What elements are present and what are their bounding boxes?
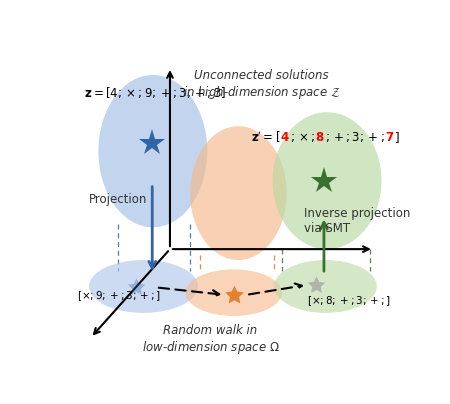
Ellipse shape (99, 75, 207, 227)
FancyArrowPatch shape (249, 284, 302, 295)
Text: $;\times;$: $;\times;$ (290, 130, 315, 144)
Text: $[\times;9;+;3;+;]$: $[\times;9;+;3;+;]$ (76, 289, 161, 303)
Text: Random walk in
low-dimension space $\Omega$: Random walk in low-dimension space $\Ome… (142, 324, 279, 356)
Text: $]$: $]$ (394, 130, 399, 145)
Text: $\mathbf{z}'=[$: $\mathbf{z}'=[$ (251, 129, 280, 145)
Ellipse shape (89, 260, 198, 313)
Ellipse shape (274, 260, 377, 313)
Text: Unconnected solutions
in high-dimension space $\mathcal{Z}$: Unconnected solutions in high-dimension … (183, 69, 341, 101)
Ellipse shape (273, 112, 382, 249)
Text: Inverse projection
via SMT: Inverse projection via SMT (304, 207, 410, 235)
Text: $\mathbf{4}$: $\mathbf{4}$ (280, 130, 290, 144)
Ellipse shape (190, 126, 287, 260)
Text: Projection: Projection (89, 193, 148, 206)
FancyArrowPatch shape (159, 288, 219, 297)
Text: $[\times;8;+;3;+;]$: $[\times;8;+;3;+;]$ (307, 294, 391, 308)
Ellipse shape (185, 269, 282, 316)
Text: $\mathbf{z}=[4;\times;9;+;3;+;3]$: $\mathbf{z}=[4;\times;9;+;3;+;3]$ (85, 84, 226, 99)
Text: $;+;3;+;$: $;+;3;+;$ (325, 130, 384, 144)
Text: $\mathbf{7}$: $\mathbf{7}$ (384, 130, 394, 144)
Text: $\mathbf{8}$: $\mathbf{8}$ (315, 130, 325, 144)
